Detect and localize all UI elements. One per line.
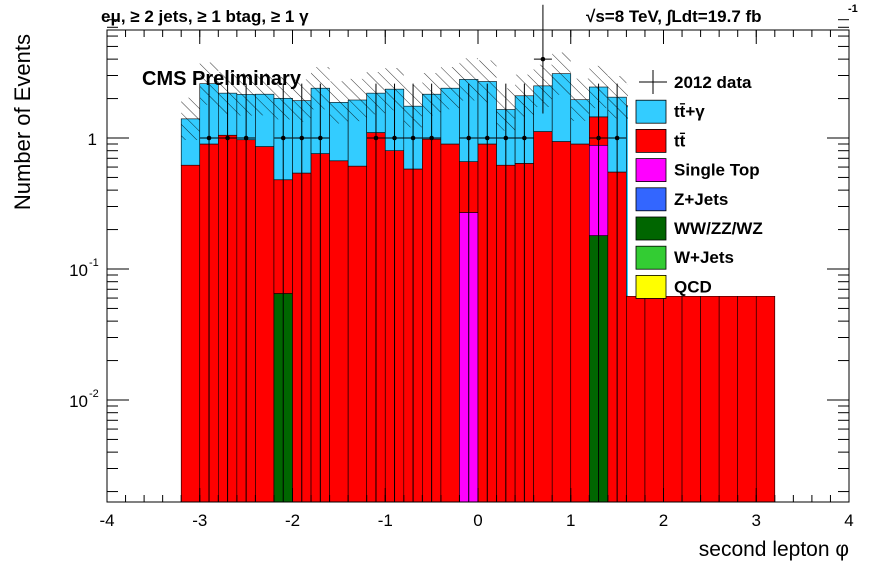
bar-ttbar bbox=[255, 146, 275, 503]
header-right-exponent: -1 bbox=[848, 3, 858, 15]
data-point bbox=[318, 135, 323, 141]
uncertainty-hatch bbox=[181, 97, 200, 140]
x-tick-label: -2 bbox=[285, 511, 300, 530]
data-point bbox=[429, 135, 434, 141]
x-tick-label: -4 bbox=[99, 511, 114, 530]
data-point bbox=[299, 135, 305, 141]
uncertainty-hatch bbox=[570, 78, 590, 121]
data-point bbox=[225, 135, 230, 141]
y-tick-exponent: -2 bbox=[89, 388, 99, 400]
x-tick-label: -1 bbox=[378, 511, 393, 530]
data-point bbox=[503, 135, 509, 141]
y-tick-label: 1 bbox=[88, 130, 97, 149]
data-point bbox=[392, 135, 397, 141]
x-tick-label: 2 bbox=[659, 511, 668, 530]
data-point bbox=[466, 135, 472, 141]
bar-ttbar bbox=[570, 143, 590, 503]
legend-swatch-zjets bbox=[635, 187, 667, 212]
legend-label-qcd: QCD bbox=[674, 277, 712, 296]
bar-ttbar bbox=[681, 295, 701, 503]
x-tick-label: 4 bbox=[844, 511, 853, 530]
data-point bbox=[484, 135, 490, 141]
legend-swatch-ttgamma bbox=[635, 99, 667, 124]
legend-swatch-wjets bbox=[635, 245, 667, 270]
uncertainty-hatch bbox=[552, 52, 571, 95]
y-tick-label: 10 bbox=[69, 392, 88, 411]
data-point bbox=[206, 135, 212, 141]
legend-label-ttgamma: tt̄+γ bbox=[674, 102, 705, 121]
bar-ttbar bbox=[755, 295, 776, 503]
bar-ttbar bbox=[440, 143, 460, 503]
data-point bbox=[373, 135, 379, 141]
bar-ttbar bbox=[644, 295, 664, 503]
bar-ttbar bbox=[329, 160, 349, 503]
bar-ttbar bbox=[180, 164, 201, 503]
x-tick-label: -3 bbox=[192, 511, 207, 530]
uncertainty-hatch bbox=[459, 58, 478, 101]
header-right: √s=8 TeV, ∫Ldt=19.7 fb bbox=[586, 7, 762, 26]
bar-ttbar bbox=[533, 131, 553, 503]
legend-label-single_top: Single Top bbox=[674, 161, 760, 180]
uncertainty-hatch bbox=[348, 78, 367, 122]
legend-label-diboson: WW/ZZ/WZ bbox=[674, 219, 763, 238]
bar-ttbar bbox=[663, 295, 683, 503]
bar-ttbar bbox=[626, 295, 646, 503]
data-point bbox=[614, 135, 620, 141]
legend: 2012 data tt̄+γ tt̄ Single Top Z+Jets WW/ZZ/W… bbox=[628, 63, 778, 299]
legend-swatch-qcd bbox=[635, 274, 667, 299]
legend-label-zjets: Z+Jets bbox=[674, 190, 728, 209]
data-point bbox=[410, 135, 416, 141]
bar-ttbar bbox=[347, 165, 367, 503]
x-tick-label: 3 bbox=[752, 511, 761, 530]
x-tick-label: 1 bbox=[566, 511, 575, 530]
legend-swatch-single_top bbox=[635, 158, 667, 183]
legend-label-ttbar: tt̄ bbox=[674, 131, 686, 150]
x-axis-title: second lepton φ bbox=[699, 538, 849, 561]
data-point bbox=[243, 135, 249, 141]
legend-swatch-ttbar bbox=[635, 128, 667, 153]
data-point bbox=[522, 135, 527, 141]
x-tick-label: 0 bbox=[473, 511, 482, 530]
legend-label-data: 2012 data bbox=[674, 73, 752, 92]
y-tick-label: 10 bbox=[69, 261, 88, 280]
bar-ttbar bbox=[718, 295, 739, 503]
header-left: eμ, ≥ 2 jets, ≥ 1 btag, ≥ 1 γ bbox=[101, 7, 309, 26]
data-point bbox=[540, 56, 546, 62]
bar-ttbar bbox=[551, 141, 572, 503]
uncertainty-hatch bbox=[440, 67, 460, 110]
data-point bbox=[596, 135, 601, 141]
uncertainty-hatch bbox=[255, 73, 274, 116]
y-tick-exponent: -1 bbox=[89, 257, 99, 269]
legend-label-wjets: W+Jets bbox=[674, 248, 734, 267]
data-point bbox=[280, 135, 286, 141]
uncertainty-hatch bbox=[478, 60, 497, 103]
cms-label: CMS Preliminary bbox=[142, 68, 302, 90]
bar-ttbar bbox=[737, 295, 757, 503]
y-axis-title: Number of Events bbox=[10, 34, 35, 210]
legend-swatch-diboson bbox=[635, 216, 667, 241]
data-points bbox=[200, 4, 627, 502]
uncertainty-hatch bbox=[329, 81, 349, 124]
bar-ttbar bbox=[700, 295, 720, 503]
